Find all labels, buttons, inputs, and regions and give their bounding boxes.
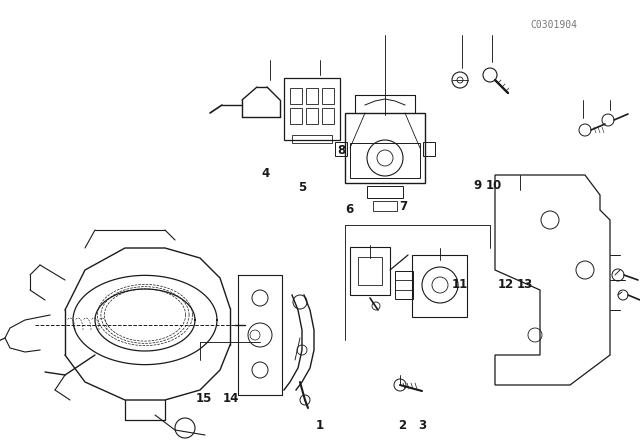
Bar bbox=[290, 88, 302, 104]
Bar bbox=[412, 255, 467, 317]
Bar bbox=[306, 88, 318, 104]
Bar bbox=[350, 143, 420, 178]
Bar bbox=[284, 78, 340, 140]
Text: 8: 8 bbox=[337, 143, 345, 157]
Bar bbox=[345, 113, 425, 183]
Text: 7: 7 bbox=[399, 199, 407, 213]
Bar bbox=[367, 186, 403, 198]
Bar bbox=[290, 108, 302, 124]
Text: 5: 5 bbox=[298, 181, 306, 194]
Text: 14: 14 bbox=[222, 392, 239, 405]
Text: 2: 2 bbox=[398, 419, 406, 432]
Text: 3: 3 bbox=[419, 419, 426, 432]
Bar bbox=[335, 142, 347, 156]
Text: C0301904: C0301904 bbox=[530, 20, 577, 30]
Text: 11: 11 bbox=[451, 278, 468, 291]
Bar bbox=[350, 247, 390, 295]
Text: 9: 9 bbox=[474, 178, 481, 192]
Text: 10: 10 bbox=[486, 178, 502, 192]
Text: 15: 15 bbox=[195, 392, 212, 405]
Bar bbox=[292, 135, 332, 143]
Text: 13: 13 bbox=[516, 278, 533, 291]
Bar bbox=[358, 257, 382, 285]
Text: 6: 6 bbox=[346, 203, 353, 216]
Text: 4: 4 bbox=[262, 167, 269, 181]
Text: 12: 12 bbox=[497, 278, 514, 291]
Bar bbox=[322, 88, 334, 104]
Text: 1: 1 bbox=[316, 419, 324, 432]
Bar bbox=[395, 271, 413, 299]
Bar bbox=[423, 142, 435, 156]
Bar bbox=[306, 108, 318, 124]
Bar bbox=[322, 108, 334, 124]
Bar bbox=[373, 201, 397, 211]
